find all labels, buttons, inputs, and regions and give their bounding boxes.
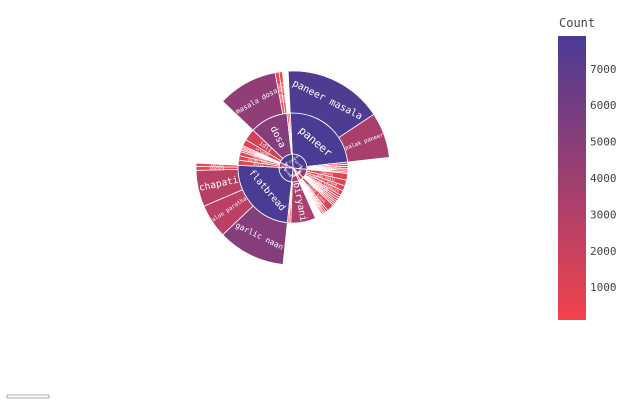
colorbar: Count 1000 2000 3000 4000 5000 6000 7000 [558, 16, 617, 320]
colorbar-tick-1000: 1000 [590, 281, 617, 294]
label-rice: rice [290, 172, 299, 177]
label-kebab: kebab [292, 169, 303, 179]
colorbar-tick-7000: 7000 [590, 63, 617, 76]
label-plain-dosa: plain dosa [280, 82, 287, 103]
colorbar-title: Count [559, 16, 595, 30]
sunburst-segments [195, 70, 390, 265]
label-kulcha: kulcha [211, 163, 224, 167]
colorbar-tick-2000: 2000 [590, 245, 617, 258]
label-dal: dal [324, 163, 331, 168]
label-veg-curry: veg curry [318, 164, 337, 169]
label-kulfi: kulfi [253, 162, 264, 167]
label-korma: korma [322, 169, 333, 174]
label-snacks: snacks [295, 164, 304, 177]
colorbar-tick-3000: 3000 [590, 208, 617, 221]
label-falooda: falooda [252, 155, 267, 163]
label-uttapam: uttapam [255, 147, 270, 157]
label-rasmalai: rasmalai [252, 151, 269, 161]
label-sweet: sweet [283, 161, 289, 172]
segment-appam[interactable] [288, 112, 293, 155]
segment-palak-paneer[interactable] [338, 113, 390, 163]
label-pulao: pulao [289, 197, 294, 208]
label-halwa: halwa [256, 151, 267, 159]
label-bhel: bhel [315, 186, 324, 194]
label-chana-masala: chana masala [315, 165, 340, 169]
label-kheer: kheer [255, 154, 266, 161]
colorbar-ticks: 1000 2000 3000 4000 5000 6000 7000 [590, 63, 617, 294]
colorbar-tick-4000: 4000 [590, 172, 617, 185]
label-pakora: pakora [316, 181, 329, 191]
label-appam: appam [288, 128, 293, 139]
label-jeera-rice: jeera rice [287, 192, 293, 213]
label-pav-bhaji: pav bhaji [317, 173, 336, 182]
colorbar-tick-6000: 6000 [590, 99, 617, 112]
label-pizza: pizza [291, 170, 302, 178]
label-kadhi: kadhi [322, 168, 333, 173]
modebar-logo [6, 394, 50, 399]
label-gulab-jamun: gulab jamun [247, 157, 271, 165]
label-bread: bread [283, 167, 293, 178]
label-rajma: rajma [322, 167, 333, 171]
label-dhokla: dhokla [315, 182, 328, 192]
label-bhatura: bhatura [210, 166, 225, 170]
colorbar-gradient [558, 36, 586, 320]
label-vada: vada [316, 185, 325, 193]
label-rava-dosa: rava dosa [277, 83, 284, 102]
label-kachori: kachori [314, 182, 328, 194]
label-samosa: samosa [320, 171, 333, 177]
label-vada-sambar: vada sambar [287, 122, 293, 145]
colorbar-tick-5000: 5000 [590, 136, 617, 149]
label-jalebi: jalebi [254, 151, 267, 159]
